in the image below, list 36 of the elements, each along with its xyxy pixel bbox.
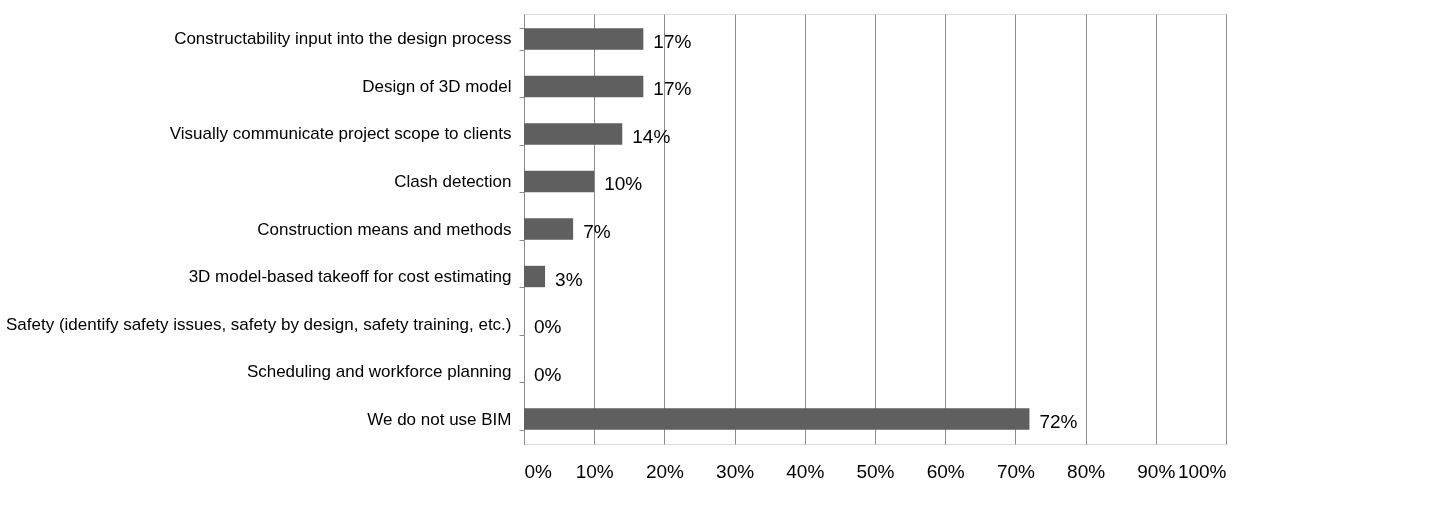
data-label: 17% [653, 30, 692, 52]
data-label: 0% [534, 316, 562, 338]
data-label: 7% [583, 221, 611, 242]
y-tick-label: Safety (identify safety issues, safety by design, safety training, etc.) [5, 314, 512, 334]
bar [524, 265, 546, 288]
bar [524, 123, 623, 145]
y-tick-label: Clash detection [394, 171, 512, 191]
data-label: 3% [555, 268, 583, 290]
x-tick-label: 0% [524, 460, 553, 482]
y-tick-label: Scheduling and workforce planning [246, 362, 512, 382]
x-tick-label: 40% [786, 460, 825, 482]
data-label: 0% [534, 363, 562, 385]
bar [524, 408, 1030, 430]
x-tick-label: 70% [996, 460, 1036, 482]
bar [524, 75, 644, 98]
x-tick-label: 80% [1067, 460, 1106, 482]
data-label: 14% [632, 125, 671, 147]
y-tick-label: Design of 3D model [362, 76, 512, 96]
x-tick-label: 10% [575, 460, 614, 482]
x-tick-label: 50% [856, 460, 895, 482]
data-label: 10% [604, 173, 643, 195]
y-tick-label: 3D model-based takeoff for cost estimating [188, 267, 512, 287]
y-tick-label: Visually communicate project scope to clients [169, 124, 512, 144]
x-tick-label: 30% [716, 460, 755, 482]
data-label: 72% [1039, 411, 1078, 433]
y-tick-label: Construction means and methods [257, 219, 512, 239]
y-tick-label: Constructability input into the design process [174, 29, 512, 49]
bar [524, 218, 574, 240]
data-label: 17% [653, 78, 692, 100]
y-tick-label: We do not use BIM [367, 409, 512, 429]
bar [524, 28, 644, 50]
x-tick-label: 90% [1137, 460, 1176, 482]
x-tick-label: 60% [926, 460, 965, 482]
x-tick-label: 20% [645, 460, 685, 482]
x-tick-label: 100% [1177, 460, 1227, 482]
bar [524, 170, 595, 193]
